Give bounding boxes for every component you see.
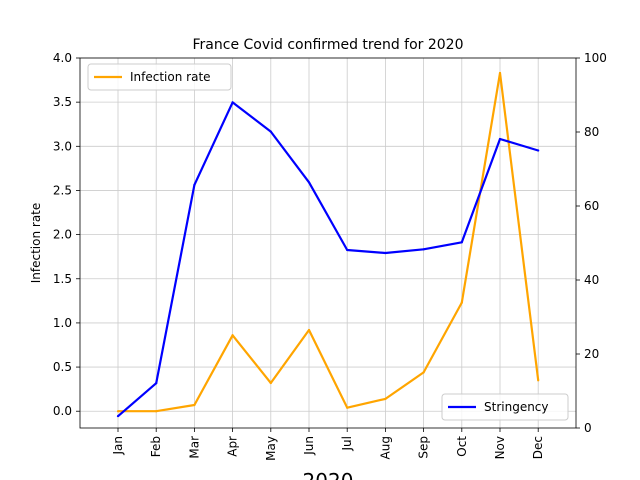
data-point bbox=[498, 137, 502, 141]
y-tick-label-right: 80 bbox=[584, 125, 599, 139]
legend-label: Infection rate bbox=[130, 70, 211, 84]
data-point bbox=[537, 149, 540, 152]
y-tick-label-left: 1.0 bbox=[53, 316, 72, 330]
data-point bbox=[498, 71, 502, 75]
data-point bbox=[346, 248, 349, 252]
data-point bbox=[307, 181, 311, 184]
series-line-1 bbox=[117, 101, 539, 418]
x-tick-label: Oct bbox=[455, 436, 469, 457]
data-point bbox=[307, 328, 311, 332]
plot-frame bbox=[79, 57, 577, 429]
data-point bbox=[116, 415, 120, 418]
x-tick-label: Nov bbox=[493, 436, 507, 459]
x-tick-label: Dec bbox=[531, 436, 545, 459]
x-tick-label: Jun bbox=[302, 436, 316, 456]
chart-title: France Covid confirmed trend for 2020 bbox=[193, 37, 464, 53]
x-tick-label: Jan bbox=[111, 436, 125, 456]
y-tick-label-left: 1.5 bbox=[53, 272, 72, 286]
y-tick-label-left: 0.5 bbox=[53, 360, 72, 374]
legend-box: Infection rate bbox=[87, 63, 232, 91]
axis-ticks: Jan Feb Mar Apr May Jun Jul Aug Sep Oct Nov Dec 0.0 0… bbox=[53, 51, 607, 461]
x-tick-label: Jul bbox=[340, 436, 354, 451]
y-tick-label-right: 40 bbox=[584, 273, 599, 287]
data-point bbox=[422, 248, 425, 251]
y-tick-label-left: 2.5 bbox=[53, 183, 72, 197]
data-point bbox=[269, 130, 272, 133]
data-point bbox=[422, 371, 425, 374]
data-point bbox=[155, 382, 158, 385]
y-tick-label-left: 2.0 bbox=[53, 228, 72, 242]
legend-frame bbox=[441, 393, 569, 421]
y-tick-label-left: 3.5 bbox=[53, 95, 72, 109]
y-tick-label-left: 4.0 bbox=[53, 51, 72, 65]
series-layer bbox=[116, 71, 540, 418]
data-point bbox=[193, 403, 196, 407]
x-tick-label: Aug bbox=[378, 436, 392, 459]
data-point bbox=[384, 397, 387, 400]
legends: Infection rate Stringency bbox=[87, 63, 569, 421]
y-tick-label-right: 60 bbox=[584, 199, 599, 213]
x-tick-label: Feb bbox=[149, 436, 163, 457]
data-point bbox=[155, 410, 158, 413]
x-axis-label: 2020 bbox=[303, 469, 354, 480]
x-tick-label: Sep bbox=[417, 436, 431, 459]
y-axis-label-left: Infection rate bbox=[29, 203, 43, 284]
legend-frame bbox=[87, 63, 232, 91]
data-point bbox=[460, 301, 463, 304]
y-tick-label-right: 100 bbox=[584, 51, 607, 65]
data-point bbox=[537, 379, 540, 382]
legend-box: Stringency bbox=[441, 393, 569, 421]
x-tick-label: Apr bbox=[226, 436, 240, 457]
y-tick-label-right: 0 bbox=[584, 421, 592, 435]
data-point bbox=[193, 183, 196, 187]
legend-label: Stringency bbox=[484, 400, 549, 414]
data-point bbox=[384, 251, 387, 255]
data-point bbox=[116, 410, 120, 413]
data-point bbox=[460, 241, 463, 244]
series-line-0 bbox=[118, 71, 540, 413]
y-tick-label-left: 3.0 bbox=[53, 139, 72, 153]
data-point bbox=[231, 334, 234, 337]
y-tick-label-right: 20 bbox=[584, 347, 599, 361]
data-point bbox=[346, 406, 349, 409]
x-tick-label: Mar bbox=[187, 436, 201, 459]
data-point bbox=[231, 101, 234, 104]
x-tick-label: May bbox=[264, 436, 278, 461]
y-tick-label-left: 0.0 bbox=[53, 404, 72, 418]
data-point bbox=[269, 381, 272, 385]
